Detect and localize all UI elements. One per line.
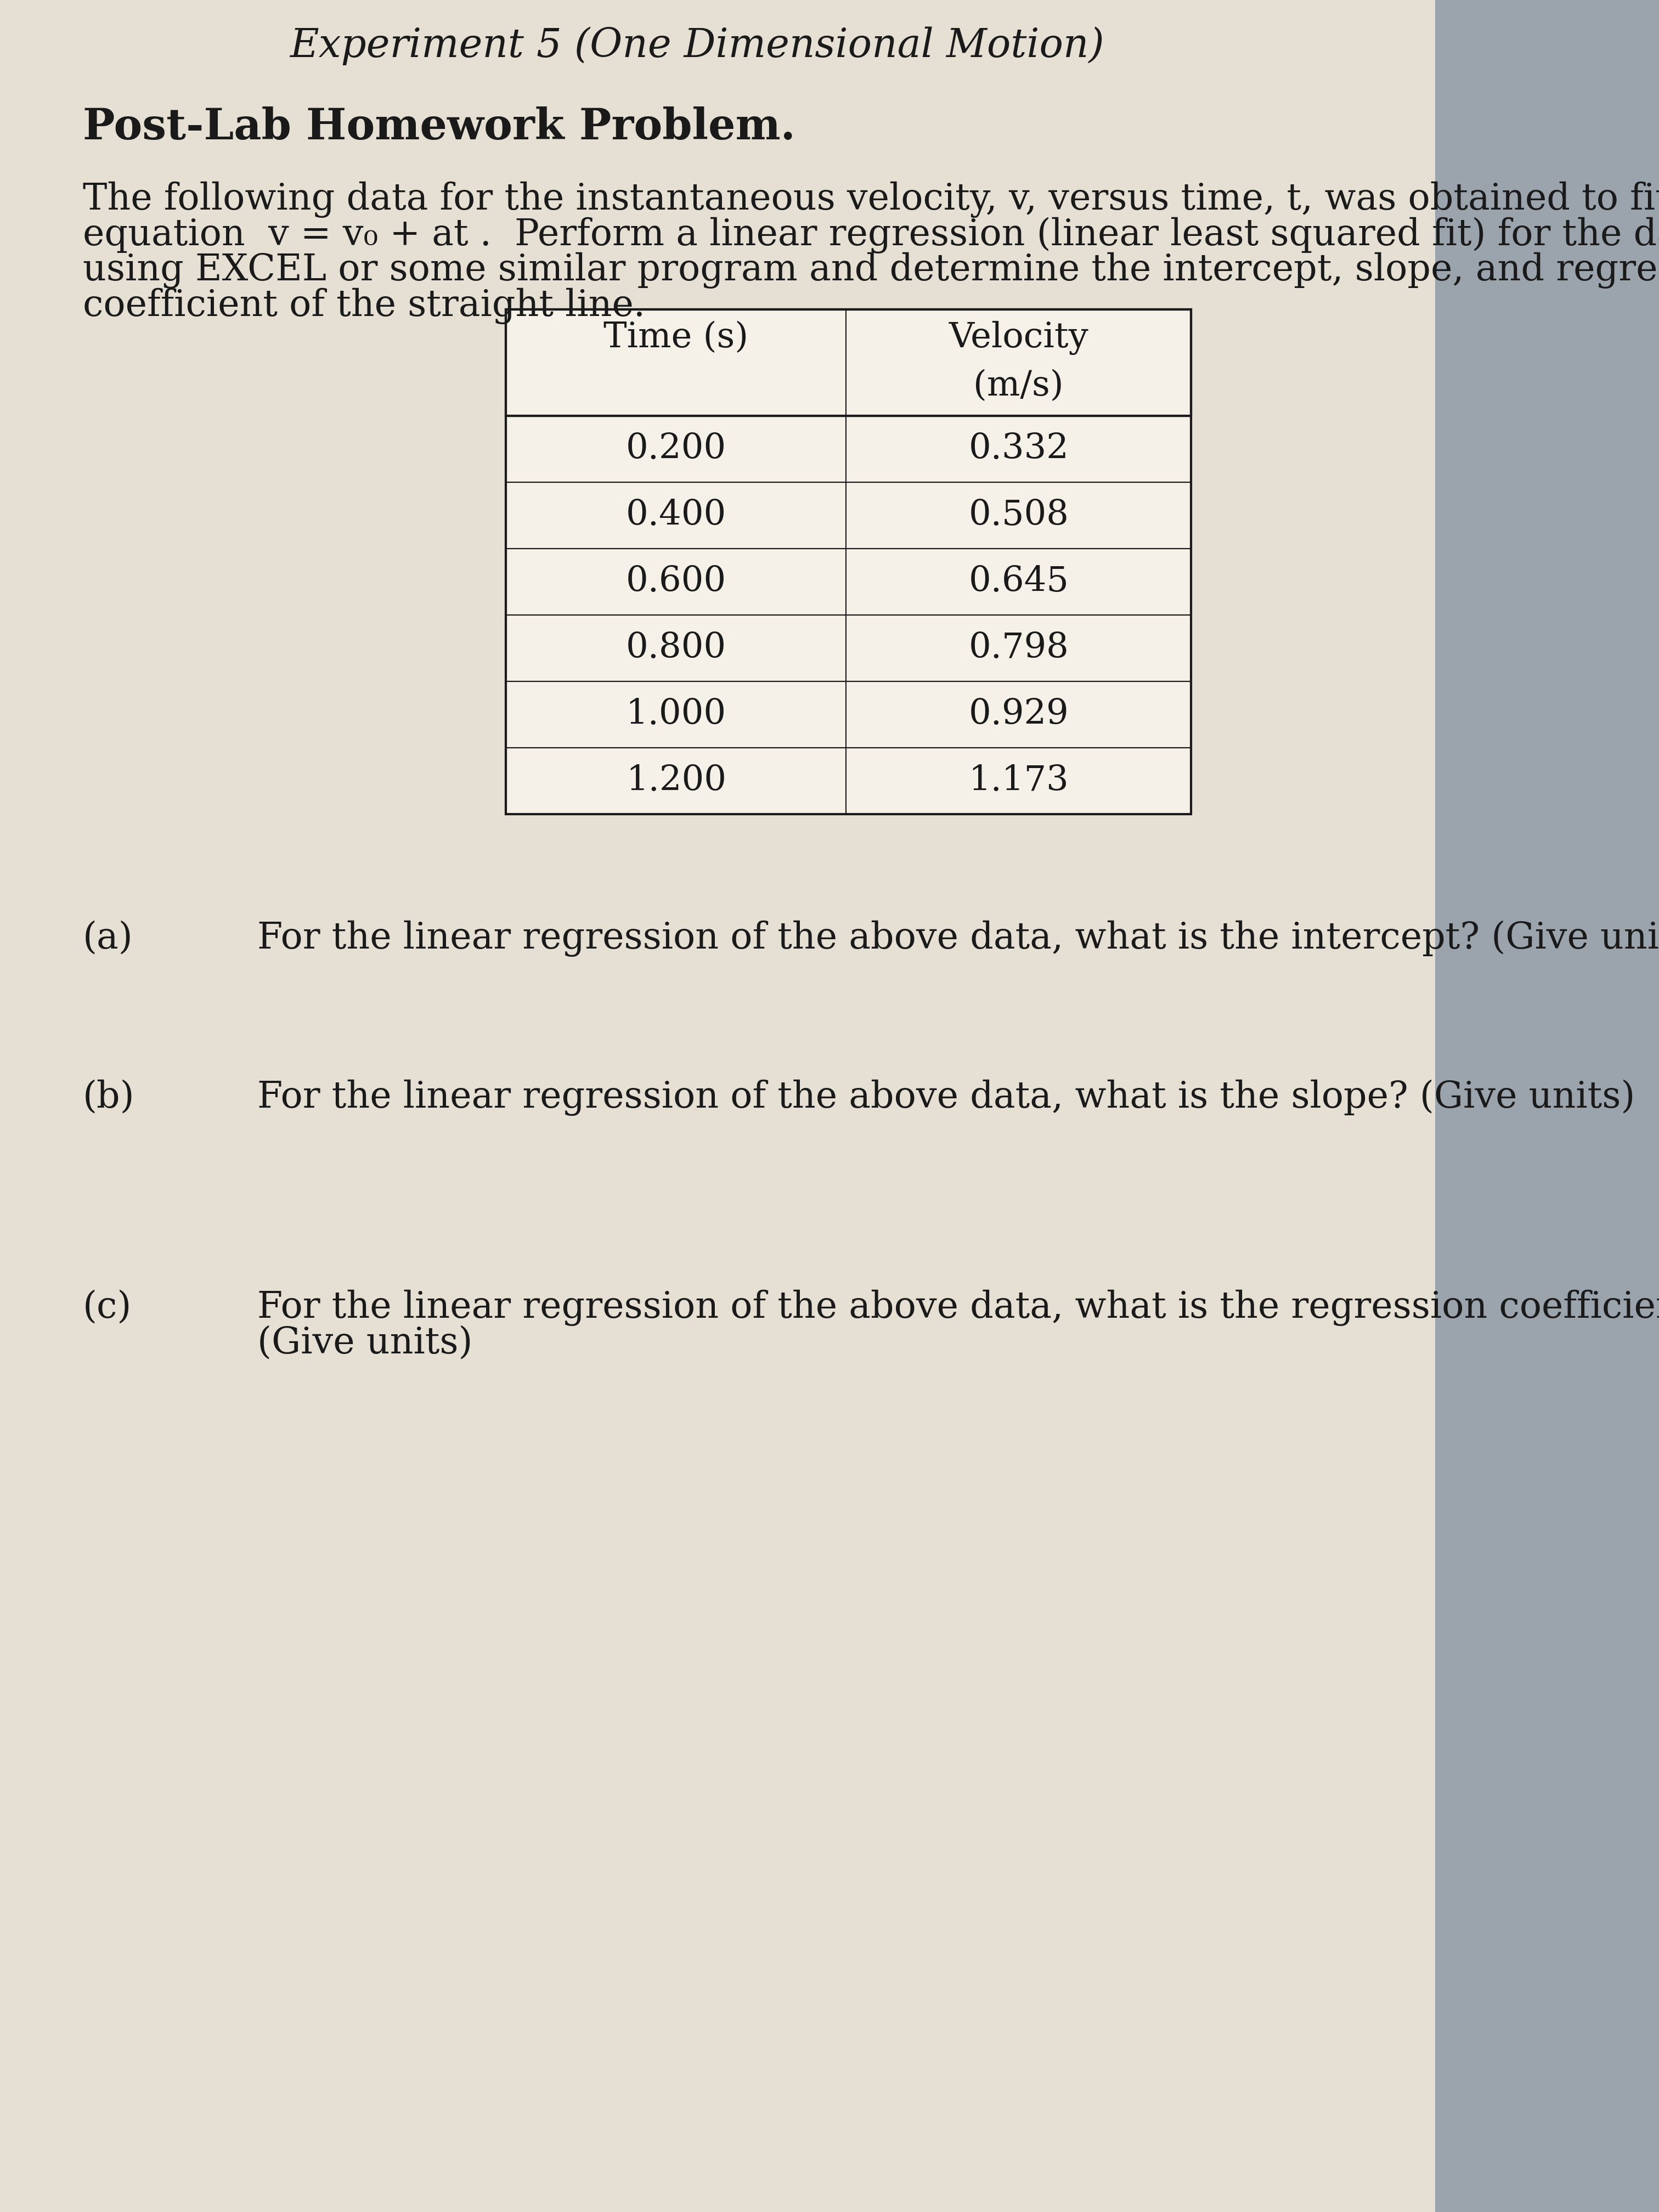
Text: coefficient of the straight line.: coefficient of the straight line. bbox=[83, 288, 645, 325]
Bar bbox=[506, 482, 1191, 549]
Text: using EXCEL or some similar program and determine the intercept, slope, and regr: using EXCEL or some similar program and … bbox=[83, 252, 1659, 290]
Bar bbox=[506, 549, 1191, 615]
Text: 0.200: 0.200 bbox=[625, 431, 727, 467]
Bar bbox=[506, 748, 1191, 814]
Bar bbox=[1435, 0, 1659, 2212]
Text: Experiment 5 (One Dimensional Motion): Experiment 5 (One Dimensional Motion) bbox=[290, 27, 1103, 66]
Text: 1.200: 1.200 bbox=[625, 763, 727, 799]
Text: 0.400: 0.400 bbox=[625, 498, 727, 533]
Bar bbox=[506, 681, 1191, 748]
Text: For the linear regression of the above data, what is the regression coefficient?: For the linear regression of the above d… bbox=[257, 1290, 1659, 1325]
Text: For the linear regression of the above data, what is the slope? (Give units): For the linear regression of the above d… bbox=[257, 1079, 1634, 1115]
Bar bbox=[506, 310, 1191, 814]
Text: 0.508: 0.508 bbox=[969, 498, 1068, 533]
Text: Velocity: Velocity bbox=[949, 321, 1088, 354]
Text: 0.332: 0.332 bbox=[969, 431, 1068, 467]
Bar bbox=[506, 310, 1191, 416]
Text: (a): (a) bbox=[83, 920, 133, 956]
Bar bbox=[506, 615, 1191, 681]
Bar bbox=[506, 549, 1191, 615]
Text: 0.645: 0.645 bbox=[969, 564, 1068, 599]
Text: Time (s): Time (s) bbox=[604, 321, 748, 354]
Text: 1.000: 1.000 bbox=[625, 697, 727, 732]
Bar bbox=[506, 482, 1191, 549]
Text: (m/s): (m/s) bbox=[974, 369, 1063, 403]
Text: 0.800: 0.800 bbox=[625, 630, 727, 666]
Text: 1.173: 1.173 bbox=[969, 763, 1068, 799]
Text: 0.798: 0.798 bbox=[969, 630, 1068, 666]
Text: 0.600: 0.600 bbox=[625, 564, 727, 599]
Text: Post-Lab Homework Problem.: Post-Lab Homework Problem. bbox=[83, 106, 795, 148]
Bar bbox=[506, 310, 1191, 416]
Bar bbox=[506, 681, 1191, 748]
Bar bbox=[506, 615, 1191, 681]
Text: The following data for the instantaneous velocity, v, versus time, t, was obtain: The following data for the instantaneous… bbox=[83, 181, 1659, 217]
Text: (c): (c) bbox=[83, 1290, 133, 1325]
Bar bbox=[506, 416, 1191, 482]
Text: (b): (b) bbox=[83, 1079, 134, 1115]
Bar bbox=[506, 416, 1191, 482]
Text: equation  v = v₀ + at .  Perform a linear regression (linear least squared fit) : equation v = v₀ + at . Perform a linear … bbox=[83, 217, 1659, 254]
Text: (Give units): (Give units) bbox=[257, 1325, 473, 1360]
Bar bbox=[506, 748, 1191, 814]
Text: For the linear regression of the above data, what is the intercept? (Give units): For the linear regression of the above d… bbox=[257, 920, 1659, 956]
Text: 0.929: 0.929 bbox=[969, 697, 1068, 732]
